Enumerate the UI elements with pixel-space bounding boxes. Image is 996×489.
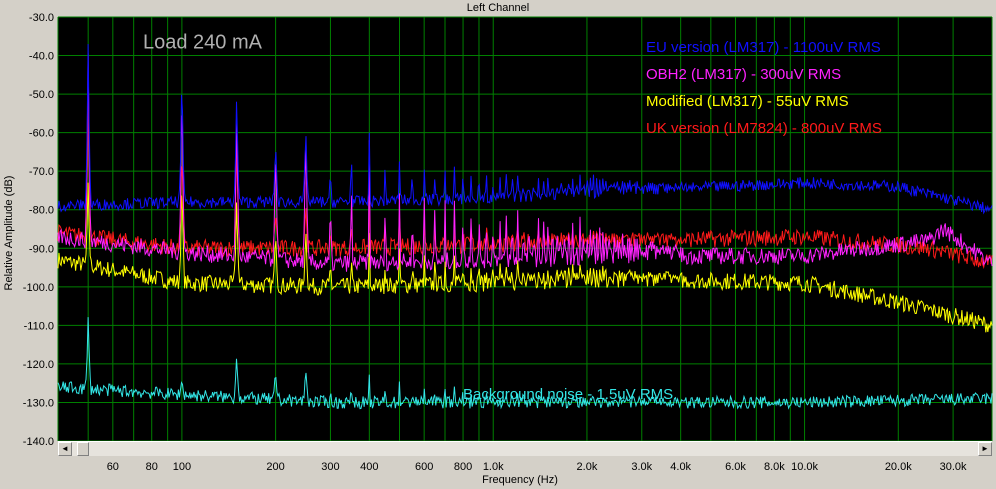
y-tick-label: -80.0	[29, 205, 54, 217]
series-label: Modified (LM317) - 55uV RMS	[646, 93, 849, 110]
plot-area	[58, 17, 992, 441]
y-tick-label: -40.0	[29, 51, 54, 63]
scroll-thumb[interactable]	[77, 442, 89, 456]
y-tick-label: -70.0	[29, 166, 54, 178]
x-tick-label: 100	[173, 461, 191, 473]
x-tick-label: 200	[266, 461, 284, 473]
y-tick-label: -100.0	[23, 282, 54, 294]
x-tick-label: 8.0k	[764, 461, 785, 473]
x-tick-labels: 60 80 100 200 300 400 600 800 1.0k 2.0k 3.0k 4.0k 6.…	[107, 461, 967, 473]
series-label: UK version (LM7824) - 800uV RMS	[646, 120, 882, 137]
x-tick-label: 3.0k	[631, 461, 652, 473]
x-tick-label: 300	[321, 461, 339, 473]
series-line	[57, 317, 993, 410]
x-tick-label: 80	[146, 461, 158, 473]
y-tick-label: -30.0	[29, 12, 54, 24]
x-tick-label: 800	[454, 461, 472, 473]
y-tick-label: -130.0	[23, 397, 54, 409]
series-line	[57, 93, 993, 270]
x-tick-label: 30.0k	[940, 461, 967, 473]
y-tick-label: -50.0	[29, 89, 54, 101]
x-tick-label: 400	[360, 461, 378, 473]
left-arrow-icon[interactable]: ◄	[58, 442, 72, 456]
series-line	[57, 44, 993, 215]
y-tick-label: -140.0	[23, 436, 54, 448]
x-tick-label: 1.0k	[483, 461, 504, 473]
horizontal-scrollbar[interactable]: ◄ ►	[58, 441, 992, 456]
x-tick-label: 2.0k	[577, 461, 598, 473]
y-tick-labels: -30.0 -40.0 -50.0 -60.0 -70.0 -80.0 -90.0 -100.…	[23, 12, 54, 448]
x-tick-label: 6.0k	[725, 461, 746, 473]
x-tick-label: 20.0k	[885, 461, 912, 473]
y-tick-label: -90.0	[29, 243, 54, 255]
series-label: Background noise - 1.5uV RMS	[463, 386, 673, 403]
x-tick-label: 600	[415, 461, 433, 473]
series-line	[57, 182, 993, 333]
x-tick-label: 10.0k	[791, 461, 818, 473]
series-label: OBH2 (LM317) - 300uV RMS	[646, 66, 841, 83]
legend-labels: Load 240 mA EU version (LM317) - 1100uV R…	[143, 31, 882, 403]
y-tick-label: -110.0	[24, 320, 54, 332]
x-tick-label: 60	[107, 461, 119, 473]
x-axis-title: Frequency (Hz)	[482, 474, 558, 486]
window-title: Left Channel	[466, 2, 530, 14]
load-annotation: Load 240 mA	[143, 31, 263, 53]
right-arrow-icon[interactable]: ►	[978, 442, 992, 456]
x-tick-label: 4.0k	[670, 461, 691, 473]
y-tick-label: -120.0	[23, 359, 54, 371]
series-label: EU version (LM317) - 1100uV RMS	[646, 39, 881, 56]
series-line	[57, 53, 993, 272]
y-tick-label: -60.0	[29, 128, 54, 140]
series-layer	[57, 44, 993, 410]
